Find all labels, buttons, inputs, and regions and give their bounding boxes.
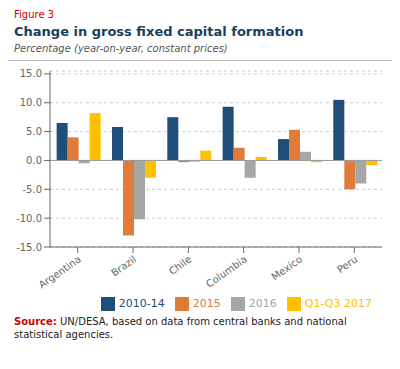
html-text:Source: UN/DESA, based on data: Source: UN/DESA, based on data from cent… [14, 316, 347, 340]
svg-text:Peru: Peru [335, 253, 360, 275]
html-text:2015: 2015 [192, 297, 221, 310]
svg-text:-15.0: -15.0 [16, 242, 42, 253]
svg-text:Argentina: Argentina [37, 253, 83, 290]
svg-text:Mexico: Mexico [269, 253, 304, 282]
svg-text:10.0: 10.0 [20, 97, 42, 108]
html-text:2016: 2016 [248, 297, 277, 310]
html-text:Change in gross fixed capital: Change in gross fixed capital formation [14, 24, 304, 39]
svg-text:Brazil: Brazil [109, 253, 138, 278]
svg-text:0.0: 0.0 [26, 155, 42, 166]
html-text:2010-14: 2010-14 [118, 297, 165, 310]
svg-text:-10.0: -10.0 [16, 213, 42, 224]
html-text:Q1-Q3 2017: Q1-Q3 2017 [304, 297, 372, 310]
svg-text:-5.0: -5.0 [22, 184, 42, 195]
svg-text:5.0: 5.0 [26, 126, 42, 137]
html-text:Figure 3: Figure 3 [14, 9, 55, 20]
svg-text:Chile: Chile [167, 253, 194, 276]
html-text:Percentage (year-on-year, cons: Percentage (year-on-year, constant price… [14, 43, 228, 54]
svg-text:15.0: 15.0 [20, 68, 42, 79]
svg-text:Columbia: Columbia [204, 253, 249, 289]
